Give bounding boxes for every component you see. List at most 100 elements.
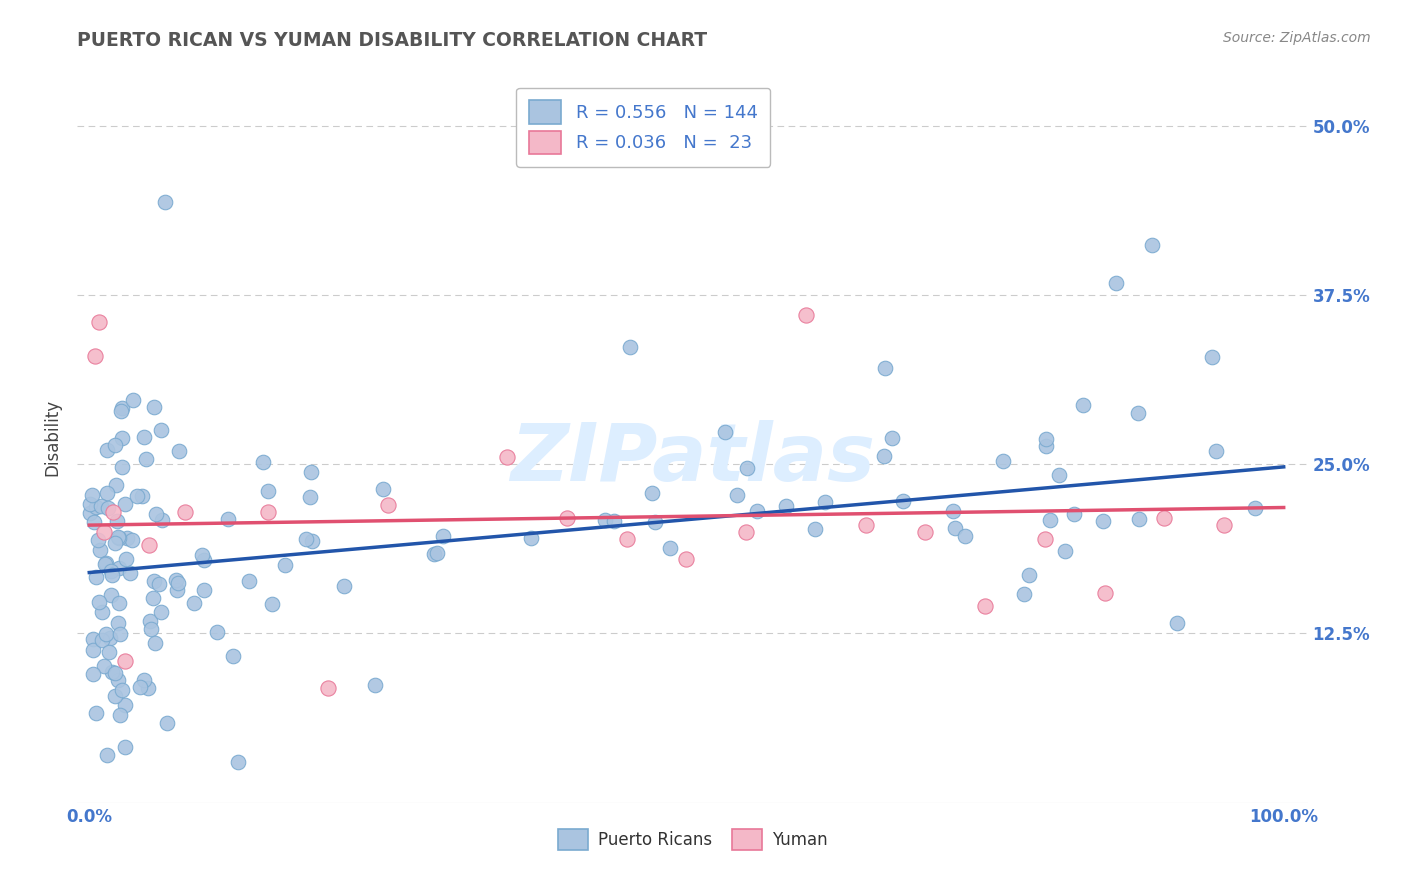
Point: [101, 665, 124, 679]
Point: [873, 449, 896, 463]
Point: [131, 489, 153, 503]
Text: ZIPatlas: ZIPatlas: [510, 420, 875, 498]
Point: [110, 403, 132, 417]
Point: [993, 453, 1015, 467]
Point: [107, 673, 129, 688]
Point: [138, 538, 160, 552]
Point: [100, 564, 122, 578]
Point: [111, 431, 134, 445]
Point: [603, 514, 626, 528]
Point: [301, 533, 323, 548]
Text: Source: ZipAtlas.com: Source: ZipAtlas.com: [1223, 31, 1371, 45]
Point: [132, 430, 155, 444]
Point: [104, 438, 127, 452]
Point: [1128, 511, 1150, 525]
Point: [221, 648, 243, 663]
Point: [1091, 514, 1114, 528]
Point: [891, 494, 914, 508]
Point: [1063, 507, 1085, 521]
Point: [139, 622, 162, 636]
Point: [644, 516, 666, 530]
Point: [1047, 467, 1070, 482]
Point: [555, 511, 578, 525]
Point: [84, 500, 107, 514]
Point: [136, 681, 159, 696]
Point: [1018, 567, 1040, 582]
Point: [496, 450, 519, 465]
Point: [659, 541, 682, 556]
Point: [855, 518, 877, 533]
Point: [616, 532, 638, 546]
Point: [110, 401, 132, 415]
Point: [149, 605, 172, 619]
Point: [108, 531, 131, 545]
Point: [1205, 444, 1227, 458]
Point: [299, 490, 322, 504]
Point: [134, 673, 156, 688]
Point: [79, 506, 101, 520]
Point: [114, 698, 136, 713]
Point: [593, 513, 616, 527]
Point: [108, 561, 131, 575]
Point: [142, 591, 165, 605]
Point: [295, 532, 318, 546]
Point: [1140, 237, 1163, 252]
Point: [1128, 406, 1150, 420]
Point: [94, 557, 117, 571]
Point: [173, 505, 195, 519]
Point: [252, 455, 274, 469]
Point: [110, 708, 132, 723]
Point: [1243, 500, 1265, 515]
Point: [104, 689, 127, 703]
Point: [114, 497, 136, 511]
Point: [114, 654, 136, 668]
Legend: Puerto Ricans, Yuman: Puerto Ricans, Yuman: [551, 822, 834, 856]
Point: [118, 566, 141, 581]
Point: [169, 444, 191, 458]
Point: [149, 423, 172, 437]
Point: [260, 597, 283, 611]
Point: [111, 682, 134, 697]
Point: [87, 315, 110, 329]
Point: [129, 680, 152, 694]
Point: [619, 340, 641, 354]
Point: [104, 477, 127, 491]
Point: [1166, 615, 1188, 630]
Point: [82, 643, 104, 657]
Point: [1201, 350, 1223, 364]
Point: [104, 665, 127, 680]
Point: [166, 583, 188, 598]
Point: [107, 616, 129, 631]
Point: [83, 515, 105, 529]
Point: [423, 548, 446, 562]
Point: [745, 504, 768, 518]
Point: [96, 486, 118, 500]
Point: [257, 505, 280, 519]
Point: [1053, 544, 1076, 558]
Point: [91, 605, 114, 619]
Point: [100, 568, 122, 582]
Point: [713, 425, 735, 439]
Point: [98, 645, 121, 659]
Point: [371, 482, 394, 496]
Point: [316, 681, 339, 695]
Point: [82, 632, 104, 646]
Point: [98, 631, 121, 645]
Point: [205, 624, 228, 639]
Point: [813, 495, 835, 509]
Point: [150, 513, 173, 527]
Point: [226, 755, 249, 769]
Point: [1035, 432, 1057, 446]
Point: [100, 588, 122, 602]
Point: [93, 658, 115, 673]
Point: [880, 431, 903, 445]
Point: [432, 529, 454, 543]
Point: [143, 636, 166, 650]
Point: [121, 533, 143, 547]
Point: [794, 308, 817, 322]
Point: [333, 579, 356, 593]
Point: [135, 451, 157, 466]
Point: [80, 488, 103, 502]
Point: [139, 614, 162, 628]
Point: [1105, 276, 1128, 290]
